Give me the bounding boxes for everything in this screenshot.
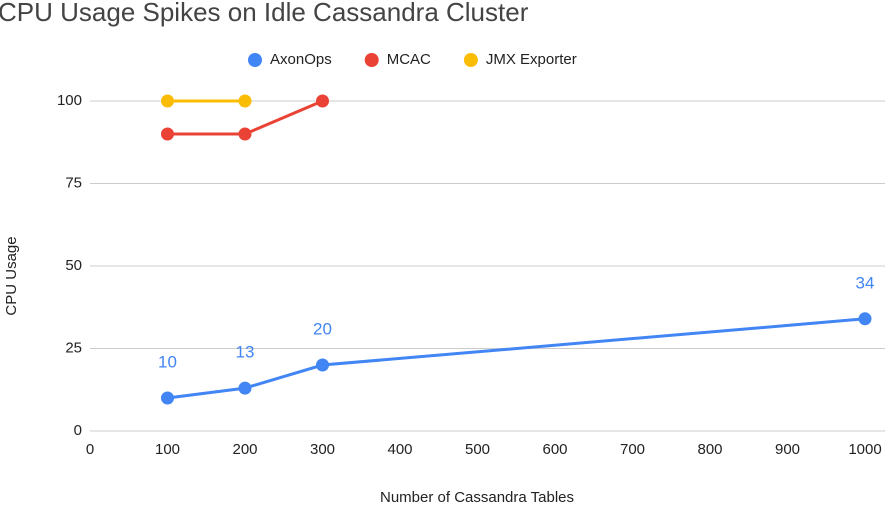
data-point: [161, 391, 174, 405]
x-axis-label: Number of Cassandra Tables: [380, 489, 574, 506]
legend-label: AxonOps: [270, 51, 332, 68]
legend-label: JMX Exporter: [486, 51, 577, 68]
data-label: 34: [856, 273, 875, 292]
y-axis-label: CPU Usage: [3, 236, 20, 315]
x-tick-label: 400: [387, 441, 412, 458]
x-tick-label: 0: [86, 441, 94, 458]
data-point: [238, 127, 252, 141]
x-tick-label: 700: [620, 441, 645, 458]
data-point: [161, 127, 174, 141]
legend-marker: [463, 53, 478, 67]
series-line: [167, 317, 866, 400]
y-tick-label: 50: [65, 257, 82, 274]
data-label: 10: [158, 352, 177, 371]
x-tick-label: 300: [310, 441, 335, 458]
data-point: [238, 381, 252, 395]
chart-title: CPU Usage Spikes on Idle Cassandra Clust…: [0, 0, 529, 27]
data-label: 13: [236, 343, 255, 362]
y-tick-label: 75: [65, 174, 82, 191]
data-label: 20: [313, 319, 332, 338]
x-tick-label: 200: [232, 441, 257, 458]
legend-label: MCAC: [387, 51, 431, 68]
y-tick-label: 100: [57, 92, 82, 109]
data-point: [316, 94, 329, 108]
legend-marker: [248, 53, 262, 67]
x-tick-label: 100: [155, 441, 180, 458]
data-point: [161, 94, 174, 108]
data-point: [316, 358, 329, 372]
x-tick-label: 900: [775, 441, 800, 458]
data-point: [858, 312, 872, 326]
x-tick-label: 500: [465, 441, 490, 458]
data-point: [238, 94, 252, 108]
legend-marker: [364, 53, 379, 67]
y-tick-label: 25: [65, 339, 82, 356]
x-tick-label: 1000: [848, 441, 881, 458]
x-tick-label: 600: [542, 441, 567, 458]
x-tick-label: 800: [697, 441, 722, 458]
y-tick-label: 0: [74, 422, 82, 439]
